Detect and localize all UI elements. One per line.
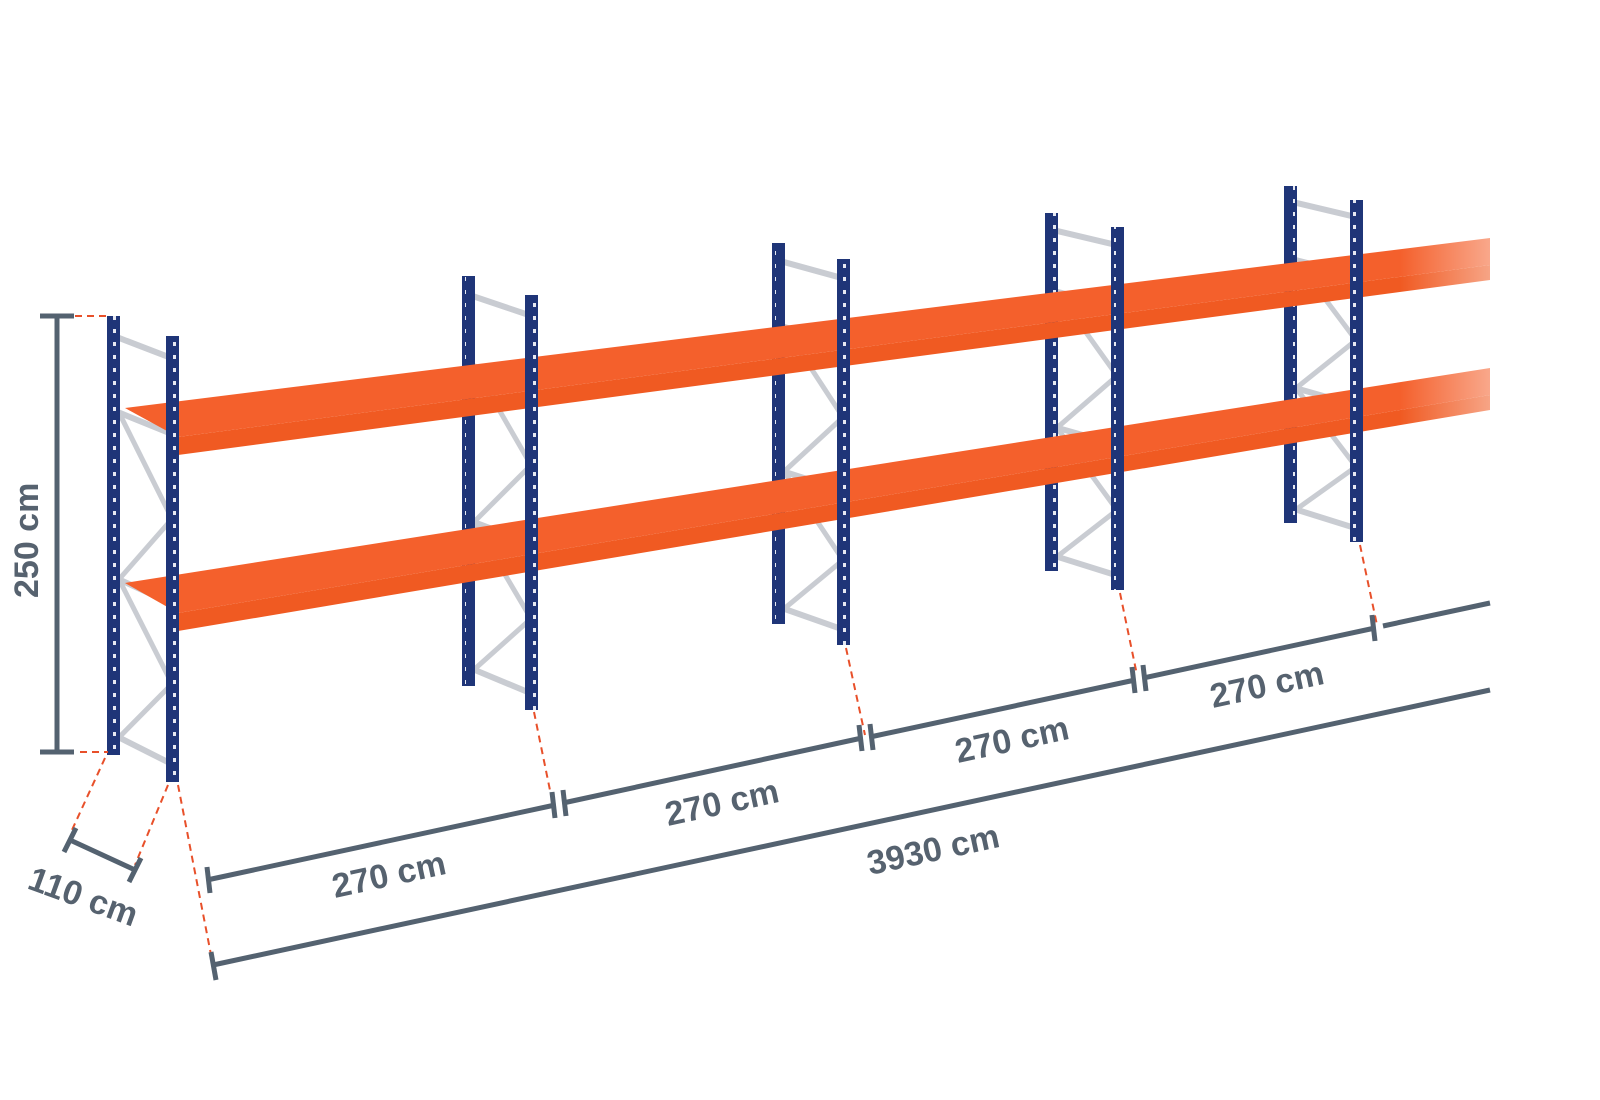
shelf-level-1 — [125, 238, 1490, 455]
fade-overlay — [1400, 150, 1600, 650]
shelf-deck — [125, 238, 1490, 437]
bay-dimension-line-1 — [206, 802, 556, 883]
bay-dimension-continuation — [1382, 600, 1491, 629]
diagonal-brace — [117, 517, 174, 582]
upright-frame-3 — [772, 243, 846, 633]
upright-holes — [840, 259, 848, 645]
horizontal-brace — [117, 409, 174, 437]
guide-line — [177, 784, 214, 966]
guide-line — [533, 711, 553, 801]
upright-holes — [1287, 186, 1295, 523]
horizontal-brace — [1056, 227, 1118, 249]
depth-label: 110 cm — [23, 860, 143, 935]
total-length-cap — [208, 951, 219, 981]
diagonal-brace — [116, 411, 175, 520]
front-upright-3 — [837, 259, 850, 645]
horizontal-brace — [473, 293, 532, 319]
upright-frame-2 — [462, 276, 534, 697]
bay-width-label-3: 270 cm — [952, 709, 1073, 771]
shelves-layer — [125, 238, 1490, 631]
diagonal-brace — [782, 415, 845, 474]
depth-cap — [126, 856, 144, 884]
depth-cap — [61, 826, 79, 854]
guide-line — [134, 784, 169, 866]
shelf-deck — [125, 368, 1490, 613]
diagonal-brace — [1294, 464, 1358, 512]
bay-cap — [856, 724, 865, 752]
upright-frame-4 — [1045, 213, 1120, 579]
upright-holes — [1114, 227, 1122, 590]
bay-width-label-1: 270 cm — [329, 844, 450, 906]
diagonal-brace — [782, 558, 845, 611]
bay-cap — [1140, 664, 1149, 692]
upright-holes — [1048, 213, 1056, 571]
horizontal-brace — [472, 666, 533, 697]
frames-back-layer — [107, 186, 1359, 767]
horizontal-brace — [117, 335, 174, 362]
diagonal-brace — [472, 616, 533, 672]
horizontal-brace — [1295, 506, 1357, 532]
shelf-beam — [178, 265, 1490, 455]
bay-dimension-line-3 — [869, 677, 1136, 740]
upright-holes — [775, 243, 783, 624]
bay-dimension-line-4 — [1142, 625, 1376, 681]
horizontal-brace — [1295, 199, 1357, 221]
bay-cap — [1129, 666, 1138, 694]
horizontal-brace — [1056, 553, 1118, 579]
diagonal-brace — [1294, 338, 1358, 391]
diagonal-brace — [117, 682, 174, 740]
total-length-label: 3930 cm — [864, 817, 1003, 883]
upright-holes — [110, 316, 118, 755]
upright-holes — [1353, 200, 1361, 542]
shelf-level-2 — [125, 368, 1490, 631]
diagonal-brace — [1055, 373, 1119, 430]
upright-holes — [169, 336, 177, 782]
frames-front-layer — [166, 200, 1363, 782]
dimension-lines — [40, 313, 1491, 981]
front-upright-5 — [1350, 200, 1363, 542]
front-upright-2 — [525, 295, 538, 710]
upright-frame-1 — [107, 316, 175, 767]
bay-width-label-2: 270 cm — [662, 772, 783, 834]
upright-frame-5 — [1284, 186, 1359, 532]
front-upright-1 — [166, 336, 179, 782]
upright-holes — [465, 276, 473, 686]
guide-line — [1119, 592, 1138, 676]
bay-cap — [1369, 614, 1378, 642]
bay-cap — [867, 723, 876, 751]
diagonal-brace — [1055, 508, 1119, 559]
total-length-line — [212, 687, 1491, 968]
guide-line — [71, 757, 106, 831]
height-label: 250 cm — [8, 483, 46, 598]
shelf-beam — [178, 395, 1490, 631]
upright-holes — [528, 295, 536, 710]
bay-cap — [560, 789, 569, 817]
bay-width-label-4: 270 cm — [1207, 654, 1328, 716]
guide-lines — [71, 315, 1378, 966]
horizontal-brace — [783, 605, 844, 633]
horizontal-brace — [117, 734, 174, 767]
front-upright-4 — [1111, 227, 1124, 590]
diagonal-brace — [472, 463, 533, 524]
guide-line — [845, 647, 866, 736]
horizontal-brace — [783, 259, 844, 282]
bay-cap — [549, 791, 558, 819]
depth-dimension-line — [68, 837, 137, 873]
diagonal-brace — [116, 578, 175, 686]
bay-dimension-line-2 — [562, 735, 863, 806]
guide-line — [1359, 544, 1378, 626]
bay-cap — [204, 866, 213, 894]
